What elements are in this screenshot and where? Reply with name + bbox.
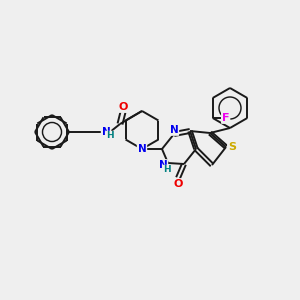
Text: F: F xyxy=(222,113,230,123)
Text: H: H xyxy=(163,166,171,175)
Text: N: N xyxy=(169,125,178,135)
Text: S: S xyxy=(228,142,236,152)
Text: H: H xyxy=(106,131,114,140)
Text: O: O xyxy=(118,102,128,112)
Text: N: N xyxy=(159,160,167,170)
Text: N: N xyxy=(102,127,110,137)
Text: N: N xyxy=(138,144,146,154)
Text: O: O xyxy=(173,179,183,189)
